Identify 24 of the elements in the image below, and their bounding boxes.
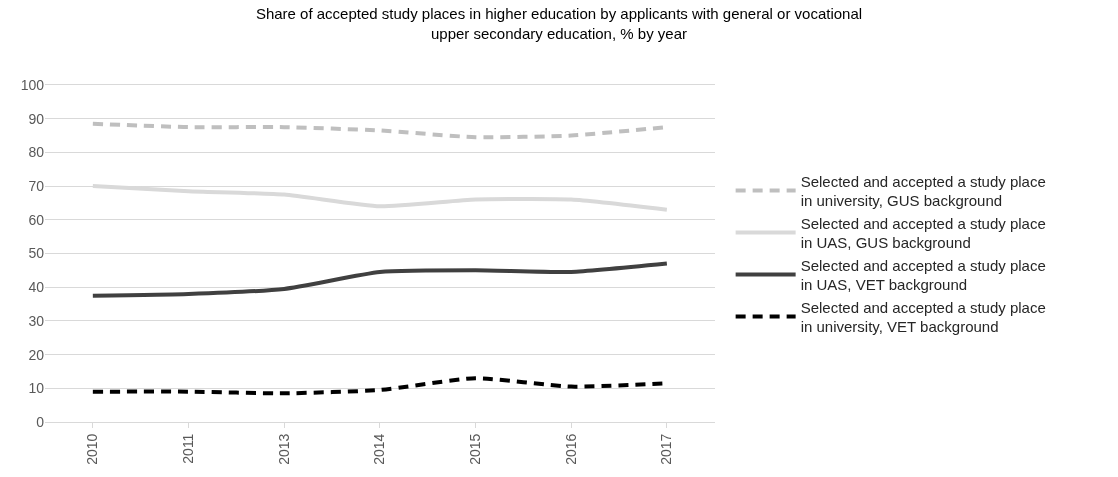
- y-tick-label: 10: [28, 380, 45, 397]
- x-tick-label: 2011: [180, 433, 197, 464]
- x-tick-label: 2010: [84, 433, 101, 465]
- y-tick-label: 90: [28, 110, 45, 127]
- y-tick-label: 50: [28, 245, 45, 262]
- y-tick-label: 0: [36, 413, 45, 430]
- y-tick-label: 20: [28, 346, 45, 363]
- x-tick-label: 2015: [467, 433, 484, 465]
- legend-label: Selected and accepted a study place in UAS, GUS background: [800, 214, 1046, 252]
- y-tick-label: 70: [28, 178, 45, 194]
- x-tick-label: 2016: [562, 433, 579, 465]
- legend-label: Selected and accepted a study place in university, GUS background: [800, 172, 1046, 210]
- x-tick-label: 2013: [275, 433, 292, 465]
- chart-title: Share of accepted study places in higher education by applicants with general or vocational upper secondary education, % by year: [255, 5, 863, 42]
- y-tick-label: 30: [28, 312, 45, 329]
- x-tick-label: 2014: [371, 433, 388, 465]
- y-tick-label: 60: [28, 211, 45, 228]
- line-series: [90, 261, 669, 298]
- y-tick-label: 40: [28, 279, 45, 296]
- y-tick-label: 100: [20, 76, 45, 93]
- x-tick-label: 2017: [658, 433, 675, 465]
- legend-label: Selected and accepted a study place in university, VET background: [800, 298, 1046, 336]
- y-tick-label: 80: [28, 144, 45, 161]
- legend-label: Selected and accepted a study place in UAS, VET background: [800, 256, 1046, 294]
